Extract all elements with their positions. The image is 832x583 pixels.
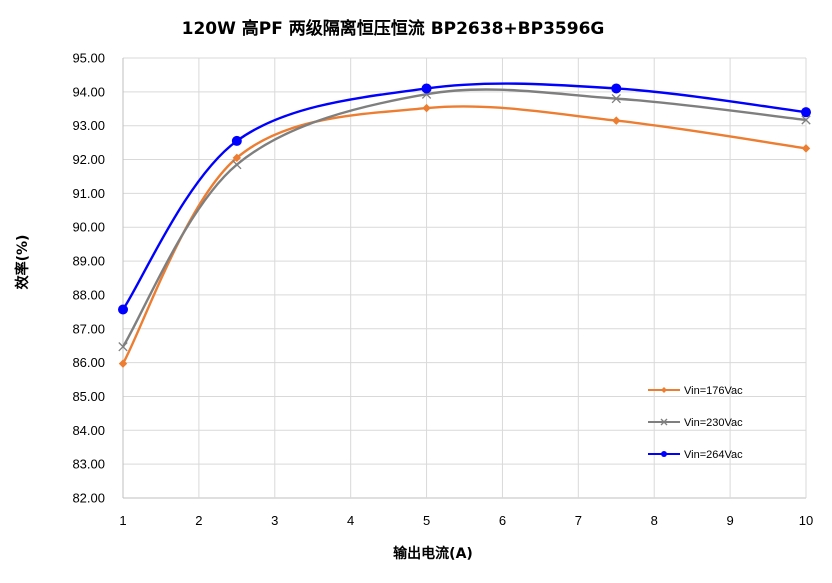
data-point-diamond xyxy=(422,103,431,113)
y-tick-label: 82.00 xyxy=(72,491,105,506)
x-tick-label: 10 xyxy=(799,513,813,528)
y-tick-label: 87.00 xyxy=(72,321,105,336)
legend-item: Vin=176Vac xyxy=(648,385,743,397)
data-point-diamond xyxy=(801,144,811,153)
y-axis-title: 效率(%) xyxy=(14,235,31,290)
legend-label: Vin=264Vac xyxy=(684,449,743,461)
x-tick-label: 9 xyxy=(726,513,733,528)
y-tick-label: 94.00 xyxy=(72,84,105,99)
data-point-x xyxy=(232,159,242,170)
data-point-x xyxy=(118,342,128,352)
series-line xyxy=(122,82,807,311)
data-point-diamond xyxy=(661,387,667,393)
data-point-circle xyxy=(801,107,811,118)
x-tick-label: 4 xyxy=(347,513,354,528)
y-tick-label: 83.00 xyxy=(72,457,105,472)
data-point-circle xyxy=(611,83,622,94)
y-tick-label: 88.00 xyxy=(72,287,105,302)
x-tick-label: 7 xyxy=(575,513,582,528)
y-tick-label: 90.00 xyxy=(72,220,105,235)
y-tick-label: 93.00 xyxy=(72,118,105,133)
series-line xyxy=(121,88,807,348)
data-point-x xyxy=(801,115,811,125)
y-axis-ticks: 82.00 83.00 84.00 85.00 86.00 87.00 88.00 89.00… xyxy=(72,51,105,506)
data-point-circle xyxy=(231,135,242,146)
data-point-x xyxy=(611,93,621,104)
y-tick-label: 95.00 xyxy=(72,51,105,66)
series-line xyxy=(121,105,807,365)
y-tick-label: 91.00 xyxy=(72,186,105,201)
y-tick-label: 85.00 xyxy=(72,389,105,404)
legend-item: Vin=264Vac xyxy=(648,449,743,461)
x-tick-label: 2 xyxy=(195,513,202,528)
gridlines xyxy=(122,57,807,499)
x-axis-ticks: 1 2 3 4 5 6 7 8 9 10 xyxy=(119,513,813,528)
data-point-circle xyxy=(661,451,667,457)
x-tick-label: 1 xyxy=(119,513,126,528)
series-markers xyxy=(118,83,811,368)
legend: Vin=176Vac Vin=230Vac Vin=264Vac xyxy=(648,385,743,461)
x-tick-label: 5 xyxy=(423,513,430,528)
chart-title: 120W 高PF 两级隔离恒压恒流 BP2638+BP3596G xyxy=(182,18,605,39)
data-point-diamond xyxy=(118,359,128,368)
y-tick-label: 92.00 xyxy=(72,152,105,167)
legend-label: Vin=176Vac xyxy=(684,385,743,397)
x-axis-title: 输出电流(A) xyxy=(393,545,473,562)
y-tick-label: 86.00 xyxy=(72,355,105,370)
y-tick-label: 84.00 xyxy=(72,423,105,438)
x-tick-label: 3 xyxy=(271,513,278,528)
data-point-x xyxy=(660,418,668,426)
x-tick-label: 6 xyxy=(499,513,506,528)
y-tick-label: 89.00 xyxy=(72,254,105,269)
data-point-diamond xyxy=(612,116,621,125)
x-tick-label: 8 xyxy=(651,513,658,528)
legend-label: Vin=230Vac xyxy=(684,417,743,429)
data-point-circle xyxy=(421,83,432,94)
data-point-circle xyxy=(118,304,128,315)
legend-item: Vin=230Vac xyxy=(648,417,743,429)
data-point-diamond xyxy=(232,153,242,163)
